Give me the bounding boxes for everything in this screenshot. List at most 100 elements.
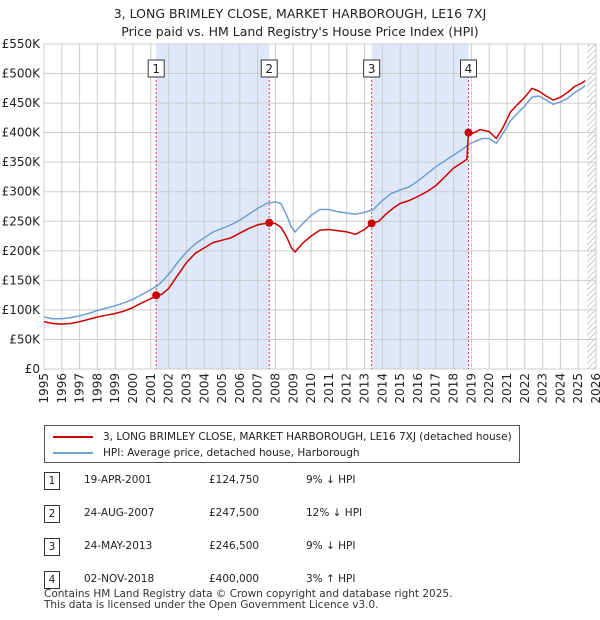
x-tick-label: 2021 <box>500 373 514 404</box>
footer-licence: This data is licensed under the Open Gov… <box>44 599 379 611</box>
legend-item-property: 3, LONG BRIMLEY CLOSE, MARKET HARBOROUGH… <box>53 429 512 445</box>
sale-label-box <box>260 59 278 78</box>
sale-label-box <box>460 59 478 78</box>
x-tick-label: 2003 <box>179 373 193 404</box>
sale-number-badge: 3 <box>44 538 60 556</box>
x-tick-label: 2001 <box>144 373 158 404</box>
sale-price: £400,000 <box>209 573 260 585</box>
x-tick-label: 2009 <box>286 373 300 404</box>
sale-date: 02-NOV-2018 <box>84 573 155 585</box>
x-tick-label: 2016 <box>411 373 425 404</box>
sale-price: £124,750 <box>209 474 260 486</box>
series-line-hpi <box>44 84 586 320</box>
x-tick-label: 2022 <box>518 373 532 404</box>
x-tick-label: 2012 <box>340 373 354 404</box>
x-tick-label: 2018 <box>447 373 461 404</box>
x-tick-label: 2026 <box>589 373 600 404</box>
legend-label-property: 3, LONG BRIMLEY CLOSE, MARKET HARBOROUGH… <box>103 431 512 443</box>
footer-attribution: Contains HM Land Registry data © Crown c… <box>44 589 452 611</box>
y-tick-label: £550K <box>2 37 42 51</box>
shaded-span <box>371 44 469 369</box>
sale-row: 2 24-AUG-2007 £247,500 12% ↓ HPI <box>44 505 404 525</box>
x-tick-label: 1997 <box>73 373 87 404</box>
sale-label-number: 4 <box>465 62 473 76</box>
footer-copyright: Contains HM Land Registry data © Crown c… <box>44 588 453 600</box>
x-tick-label: 2000 <box>126 373 140 404</box>
sale-point <box>464 128 473 137</box>
grid-layer <box>43 43 597 370</box>
sale-point <box>265 218 274 227</box>
x-tick-label: 2015 <box>393 373 407 404</box>
x-tick-label: 2023 <box>536 373 550 404</box>
y-tick-label: £300K <box>2 185 42 199</box>
y-tick-label: £450K <box>2 96 42 110</box>
chart-subtitle: Price paid vs. HM Land Registry's House … <box>121 24 479 39</box>
x-tick-label: 2008 <box>268 373 282 404</box>
sale-label-box <box>363 59 381 78</box>
sale-label-number: 2 <box>265 62 273 76</box>
sale-date: 24-MAY-2013 <box>84 540 153 552</box>
sale-number-badge: 1 <box>44 472 60 490</box>
x-tick-label: 2014 <box>375 373 389 404</box>
sale-row: 1 19-APR-2001 £124,750 9% ↓ HPI <box>44 472 404 492</box>
sale-hpi-diff: 9% ↓ HPI <box>306 474 356 486</box>
x-tick-label: 2004 <box>197 373 211 404</box>
sale-label-number: 1 <box>152 62 160 76</box>
sale-number-badge: 2 <box>44 505 60 523</box>
sale-label-number: 3 <box>368 62 376 76</box>
legend-label-hpi: HPI: Average price, detached house, Harb… <box>103 447 360 459</box>
sale-marker-layer: 1 2 3 4 <box>147 59 478 300</box>
sale-point <box>152 291 161 300</box>
y-tick-label: £200K <box>2 244 42 258</box>
y-tick-label: £100K <box>2 303 42 317</box>
x-tick-label: 2010 <box>304 373 318 404</box>
shaded-span <box>156 44 270 369</box>
sale-date: 19-APR-2001 <box>84 474 152 486</box>
plot-background-layer <box>156 44 596 369</box>
legend: 3, LONG BRIMLEY CLOSE, MARKET HARBOROUGH… <box>44 425 520 463</box>
sale-price: £247,500 <box>209 507 260 519</box>
y-tick-label: £500K <box>2 67 42 81</box>
x-tick-label: 2020 <box>482 373 496 404</box>
x-tick-label: 2024 <box>553 373 567 404</box>
y-tick-label: £350K <box>2 155 42 169</box>
x-tick-label: 2025 <box>571 373 585 404</box>
legend-swatch-hpi <box>53 452 93 454</box>
y-tick-label: £150K <box>2 273 42 287</box>
forecast-hatch <box>587 44 596 369</box>
sale-date: 24-AUG-2007 <box>84 507 155 519</box>
y-tick-label: £400K <box>2 126 42 140</box>
sale-hpi-diff: 9% ↓ HPI <box>306 540 356 552</box>
x-tick-label: 1998 <box>90 373 104 404</box>
x-tick-label: 1999 <box>108 373 122 404</box>
sale-hpi-diff: 3% ↑ HPI <box>306 573 356 585</box>
x-tick-label: 2011 <box>322 373 336 404</box>
x-tick-label: 2002 <box>162 373 176 404</box>
x-tick-label: 2006 <box>233 373 247 404</box>
sale-number-badge: 4 <box>44 571 60 589</box>
sale-hpi-diff: 12% ↓ HPI <box>306 507 363 519</box>
chart-title-main: 3, LONG BRIMLEY CLOSE, MARKET HARBOROUGH… <box>113 6 487 21</box>
y-tick-label: £0 <box>25 362 40 376</box>
series-layer <box>44 79 586 325</box>
legend-item-hpi: HPI: Average price, detached house, Harb… <box>53 445 360 461</box>
x-tick-label: 2007 <box>251 373 265 404</box>
x-tick-label: 2013 <box>358 373 372 404</box>
sale-row: 3 24-MAY-2013 £246,500 9% ↓ HPI <box>44 538 404 558</box>
sale-label-box <box>147 59 165 78</box>
x-tick-label: 2005 <box>215 373 229 404</box>
x-tick-label: 1995 <box>37 373 51 404</box>
price-chart: 1 2 3 4 £0 £50K £100K £150K £200K £250K £300K £350… <box>2 37 600 404</box>
x-tick-label: 1996 <box>55 373 69 404</box>
legend-swatch-property <box>53 436 93 438</box>
sale-point <box>367 219 376 228</box>
y-tick-label: £250K <box>2 214 42 228</box>
chart-title: 3, LONG BRIMLEY CLOSE, MARKET HARBOROUGH… <box>0 5 600 41</box>
x-tick-label: 2017 <box>429 373 443 404</box>
y-tick-label: £50K <box>9 332 41 346</box>
axis-layer: £0 £50K £100K £150K £200K £250K £300K £350K £400… <box>2 37 600 404</box>
sale-row: 4 02-NOV-2018 £400,000 3% ↑ HPI <box>44 571 404 591</box>
sale-price: £246,500 <box>209 540 260 552</box>
series-line-property <box>44 79 586 325</box>
x-tick-label: 2019 <box>464 373 478 404</box>
